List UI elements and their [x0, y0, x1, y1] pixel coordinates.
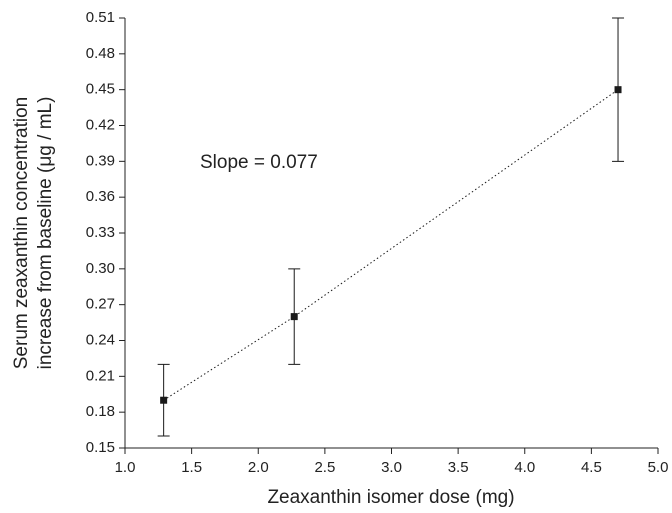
- y-tick-label: 0.48: [86, 45, 115, 62]
- y-tick-label: 0.24: [86, 331, 115, 348]
- y-tick-label: 0.36: [86, 188, 115, 205]
- x-tick-label: 1.0: [115, 459, 136, 476]
- x-tick-label: 3.5: [448, 459, 469, 476]
- y-tick-label: 0.42: [86, 116, 115, 133]
- y-axis-label: Serum zeaxanthin concentration: [11, 97, 32, 370]
- y-tick-label: 0.39: [86, 152, 115, 169]
- y-tick-label: 0.18: [86, 403, 115, 420]
- y-axis-label: increase from baseline (μg / mL): [35, 97, 56, 370]
- y-tick-label: 0.51: [86, 9, 115, 26]
- marker: [160, 396, 168, 404]
- fit-line: [163, 89, 619, 401]
- annotation: Slope = 0.077: [200, 152, 318, 173]
- x-tick-label: 2.0: [248, 459, 269, 476]
- marker: [614, 86, 622, 94]
- x-tick-label: 1.5: [181, 459, 202, 476]
- x-tick-label: 3.0: [381, 459, 402, 476]
- x-tick-label: 4.0: [514, 459, 535, 476]
- y-tick-label: 0.21: [86, 367, 115, 384]
- y-tick-label: 0.30: [86, 260, 115, 277]
- marker: [290, 313, 298, 321]
- y-tick-label: 0.33: [86, 224, 115, 241]
- x-axis-label: Zeaxanthin isomer dose (mg): [267, 487, 514, 508]
- y-tick-label: 0.45: [86, 81, 115, 98]
- x-tick-label: 4.5: [581, 459, 602, 476]
- y-tick-label: 0.15: [86, 439, 115, 456]
- y-tick-label: 0.27: [86, 296, 115, 313]
- x-tick-label: 2.5: [314, 459, 335, 476]
- x-tick-label: 5.0: [648, 459, 669, 476]
